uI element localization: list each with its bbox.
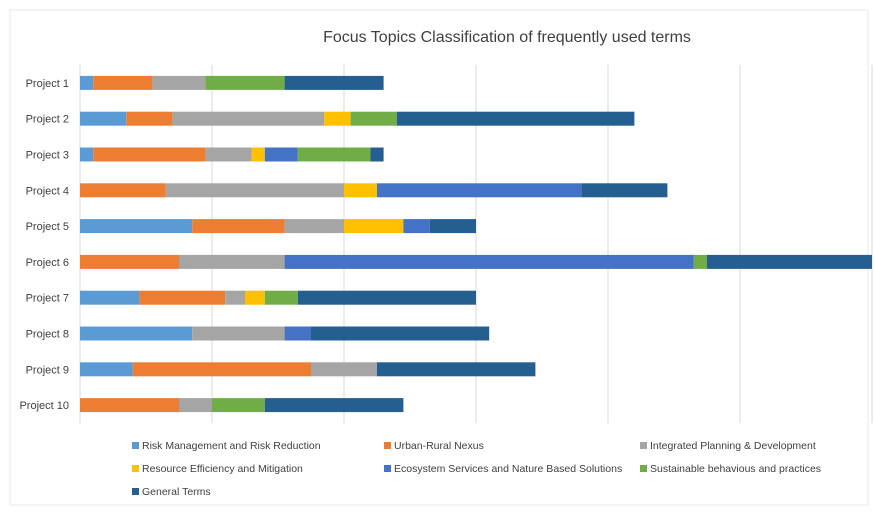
category-label: Project 9	[26, 364, 69, 376]
bar-segment-integrated-planning-development	[179, 254, 285, 269]
legend-swatch	[132, 442, 139, 449]
bar-segment-sustainable-behavious-and-practices	[350, 111, 397, 126]
bar-segment-general-terms	[297, 290, 476, 305]
bar-segment-risk-management-and-risk-reduction	[80, 147, 94, 162]
category-label: Project 1	[26, 78, 69, 90]
bar-segment-resource-efficiency-and-mitigation	[324, 111, 351, 126]
bar-segment-sustainable-behavious-and-practices	[264, 290, 298, 305]
legend-item: Resource Efficiency and Mitigation	[132, 463, 303, 475]
bar-segment-resource-efficiency-and-mitigation	[344, 183, 377, 198]
bar-segment-risk-management-and-risk-reduction	[80, 75, 94, 90]
legend-label: Urban-Rural Nexus	[394, 440, 484, 452]
bar-segment-general-terms	[311, 326, 490, 341]
bar-segment-risk-management-and-risk-reduction	[80, 219, 193, 234]
legend-label: Risk Management and Risk Reduction	[142, 440, 321, 452]
legend-swatch	[640, 442, 647, 449]
legend-item: Ecosystem Services and Nature Based Solu…	[384, 463, 622, 475]
bar-segment-urban-rural-nexus	[80, 254, 179, 269]
category-label: Project 10	[19, 400, 69, 412]
chart-title: Focus Topics Classification of frequentl…	[323, 29, 691, 46]
legend-swatch	[132, 488, 139, 495]
bar-segment-risk-management-and-risk-reduction	[80, 111, 127, 126]
category-label: Project 3	[26, 150, 69, 162]
legend-item: Risk Management and Risk Reduction	[132, 440, 321, 452]
legend-item: Integrated Planning & Development	[640, 440, 816, 452]
bar-segment-integrated-planning-development	[311, 362, 377, 377]
bar-segment-integrated-planning-development	[225, 290, 245, 305]
bar-segment-general-terms	[370, 147, 384, 162]
bar-segment-ecosystem-services-and-nature-based-solutions	[284, 254, 694, 269]
category-label: Project 6	[26, 257, 69, 269]
bar-segment-general-terms	[264, 398, 404, 413]
bar-segment-urban-rural-nexus	[139, 290, 226, 305]
bar-segment-risk-management-and-risk-reduction	[80, 362, 133, 377]
bar-segment-ecosystem-services-and-nature-based-solutions	[264, 147, 298, 162]
bar-segment-sustainable-behavious-and-practices	[297, 147, 371, 162]
bar-segment-sustainable-behavious-and-practices	[212, 398, 265, 413]
bar-segment-urban-rural-nexus	[192, 219, 285, 234]
bar-segment-integrated-planning-development	[152, 75, 206, 90]
legend-label: Resource Efficiency and Mitigation	[142, 463, 303, 475]
legend-swatch	[384, 442, 391, 449]
bar-segment-urban-rural-nexus	[93, 147, 206, 162]
bar-segment-ecosystem-services-and-nature-based-solutions	[403, 219, 430, 234]
legend-item: General Terms	[132, 486, 211, 498]
bar-segment-general-terms	[284, 75, 384, 90]
bar-segment-ecosystem-services-and-nature-based-solutions	[377, 183, 582, 198]
legend-swatch	[384, 465, 391, 472]
bar-segment-resource-efficiency-and-mitigation	[344, 219, 404, 234]
category-label: Project 5	[26, 221, 69, 233]
bar-segment-integrated-planning-development	[205, 147, 252, 162]
legend-item: Urban-Rural Nexus	[384, 440, 484, 452]
legend: Risk Management and Risk Reduction Urban-…	[132, 440, 821, 498]
legend-label: Sustainable behavious and practices	[650, 463, 821, 475]
bar-segment-integrated-planning-development	[192, 326, 285, 341]
legend-swatch	[640, 465, 647, 472]
bar-segment-general-terms	[429, 219, 476, 234]
bar-segment-general-terms	[377, 362, 536, 377]
bar-segment-sustainable-behavious-and-practices	[205, 75, 285, 90]
bar-segment-risk-management-and-risk-reduction	[80, 326, 193, 341]
bar-segment-general-terms	[396, 111, 635, 126]
bar-segment-resource-efficiency-and-mitigation	[245, 290, 265, 305]
bar-segment-risk-management-and-risk-reduction	[80, 290, 140, 305]
bars	[80, 75, 872, 413]
category-label: Project 8	[26, 329, 69, 341]
bar-segment-urban-rural-nexus	[80, 183, 166, 198]
category-label: Project 7	[26, 293, 69, 305]
legend-label: General Terms	[142, 486, 211, 498]
bar-segment-general-terms	[707, 254, 872, 269]
bar-segment-integrated-planning-development	[284, 219, 344, 234]
bar-segment-ecosystem-services-and-nature-based-solutions	[284, 326, 311, 341]
bar-segment-urban-rural-nexus	[126, 111, 173, 126]
legend-item: Sustainable behavious and practices	[640, 463, 821, 475]
bar-segment-sustainable-behavious-and-practices	[693, 254, 707, 269]
category-labels: Project 1 Project 2 Project 3 Project 4 Proj…	[19, 78, 69, 412]
legend-swatch	[132, 465, 139, 472]
bar-segment-integrated-planning-development	[179, 398, 212, 413]
category-label: Project 2	[26, 114, 69, 126]
bar-segment-urban-rural-nexus	[80, 398, 179, 413]
bar-segment-urban-rural-nexus	[132, 362, 311, 377]
bar-segment-integrated-planning-development	[165, 183, 344, 198]
legend-label: Ecosystem Services and Nature Based Solu…	[394, 463, 622, 475]
legend-label: Integrated Planning & Development	[650, 440, 816, 452]
bar-segment-resource-efficiency-and-mitigation	[251, 147, 265, 162]
bar-segment-urban-rural-nexus	[93, 75, 153, 90]
category-label: Project 4	[26, 185, 69, 197]
bar-segment-general-terms	[581, 183, 668, 198]
bar-segment-integrated-planning-development	[172, 111, 325, 126]
